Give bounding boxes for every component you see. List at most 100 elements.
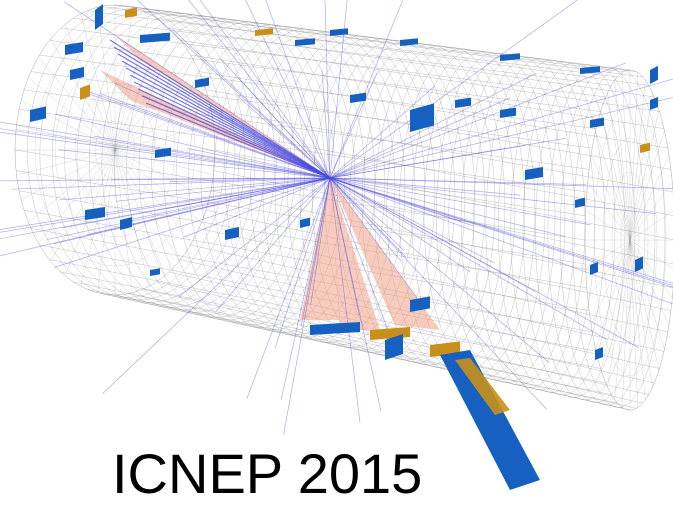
calo-tower [95,4,103,30]
calo-tower [300,217,310,228]
calo-tower [595,347,603,360]
left-endcap-spoke [114,149,214,176]
right-endcap-spoke [629,239,653,388]
barrel-line [213,129,673,216]
barrel-ring [522,62,626,398]
left-endcap-spoke [114,100,210,151]
track [329,97,673,179]
track [329,177,640,349]
jet-cone [330,178,440,330]
barrel-ring [324,40,466,358]
track [0,177,331,257]
left-endcap-spoke [114,149,192,244]
right-endcap-spoke [607,239,631,388]
jet-cone [115,35,330,178]
track [329,177,656,214]
right-endcap-spoke [585,210,631,241]
barrel-ring [250,31,406,343]
track [329,177,402,262]
track [329,177,673,284]
track [329,177,520,196]
calo-tower [85,207,105,220]
endcap-ring [34,33,196,267]
track [329,177,673,305]
jet-cone [300,178,340,320]
track [0,177,331,230]
calo-tower [80,84,90,100]
left-endcap-spoke [114,149,150,287]
jet-track [141,95,331,179]
jet-track [113,46,331,179]
track [265,0,331,179]
track [329,0,348,179]
right-endcap-spoke [595,239,631,350]
calo-tower [330,28,348,36]
right-endcap-spoke [629,130,665,241]
jet-track [145,102,331,179]
track [329,85,435,179]
barrel-ring [200,25,366,333]
calo-tower [500,107,516,118]
track [102,177,331,395]
track [329,0,578,179]
left-endcap-spoke [16,149,116,176]
barrel-ring [27,6,226,298]
track [329,137,566,179]
endcap-ring [593,103,667,377]
left-endcap-spoke [114,24,166,151]
track [178,177,331,297]
barrel-ring [39,7,236,301]
endcap-ring [94,120,136,180]
track [329,0,404,179]
right-endcap-spoke [621,72,631,241]
track [53,177,331,268]
calo-tower [590,262,598,275]
calo-tower [640,142,650,153]
calo-tower [410,296,430,312]
calo-tower [575,197,585,208]
track [329,78,673,179]
calo-tower [255,28,273,36]
endcap-ring [602,137,658,343]
track [300,177,331,327]
calo-tower [120,217,132,230]
track [46,177,331,240]
track [329,177,424,307]
track [329,177,550,363]
track [172,28,331,179]
track [329,72,378,179]
right-endcap-spoke [629,181,673,241]
barrel-ring [64,10,256,306]
right-endcap-spoke [600,239,631,371]
particle-tracks [0,0,673,435]
barrel-ring [163,21,336,326]
barrel-ring [89,13,276,311]
track [59,177,331,201]
barrel-ring [559,66,656,406]
jet-cone [330,178,380,330]
calo-tower [125,7,137,18]
track [329,62,626,179]
left-endcap-spoke [50,149,116,262]
calo-tower [580,66,600,74]
jet-track [109,39,331,179]
left-endcap-spoke [20,149,116,200]
barrel-ring [535,64,636,401]
track [88,93,331,179]
calo-tower [650,97,658,110]
track [310,177,331,305]
right-endcap-spoke [595,130,631,241]
track [329,177,474,227]
right-endcap-spoke [629,239,673,299]
jet-track [133,81,331,179]
track [169,177,331,182]
track [237,95,331,179]
calo-tower [500,53,520,61]
track [329,177,389,331]
left-endcap-spoke [114,149,180,262]
left-endcap-spoke [114,149,202,223]
track [125,177,331,221]
track [324,0,331,179]
right-endcap-spoke [587,181,631,241]
